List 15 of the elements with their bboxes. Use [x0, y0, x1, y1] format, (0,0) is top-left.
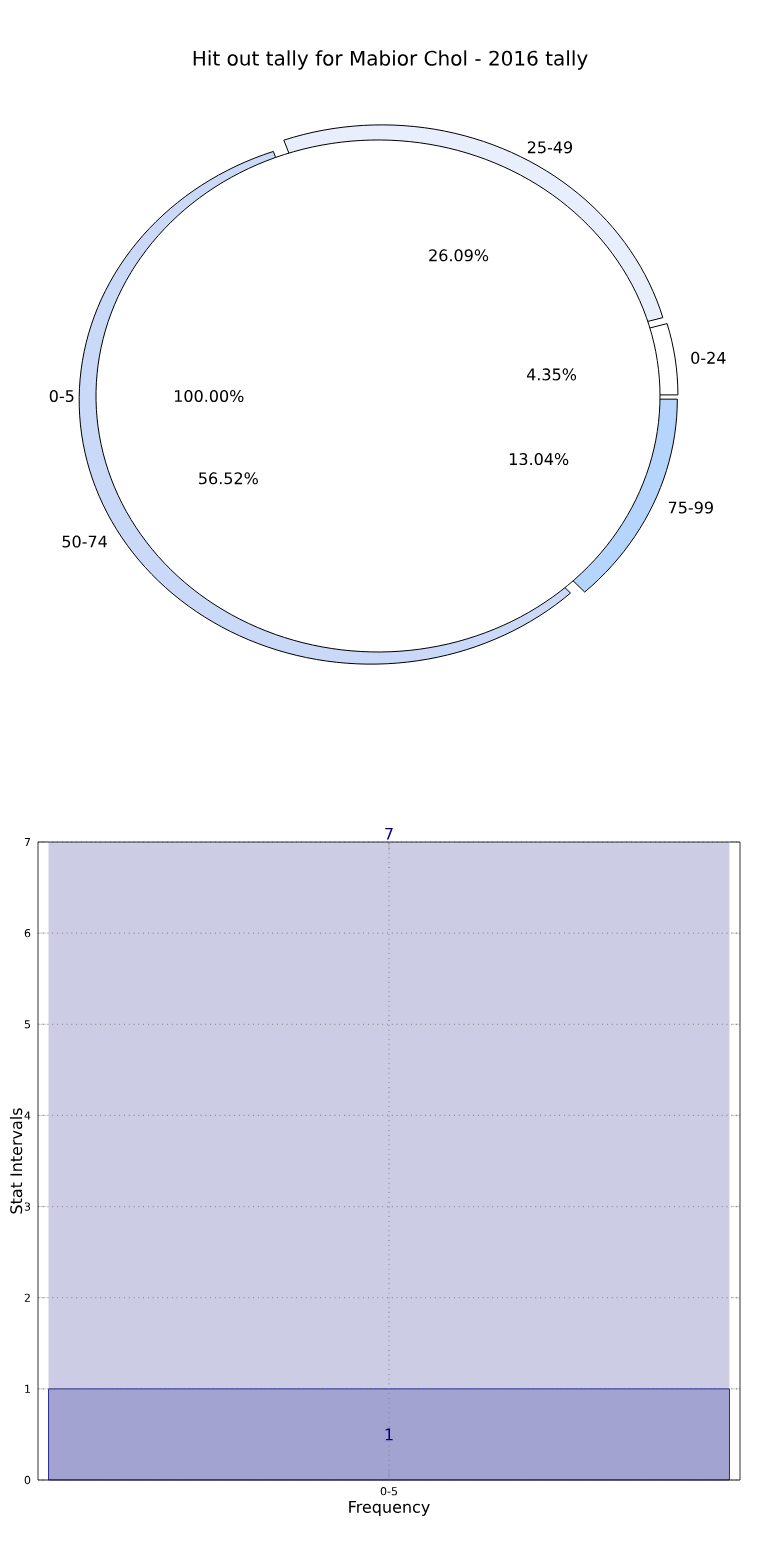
slice-label: 25-49 [527, 141, 573, 154]
data-label: 13.04% [509, 453, 569, 466]
chart-title: Hit out tally for Mabior Chol - 2016 tally [193, 50, 588, 70]
y-axis-title: Stat Intervals [9, 1108, 23, 1214]
data-label: 56.52% [199, 472, 258, 485]
slice-label: 0-5 [49, 389, 74, 403]
slice-label: 50-74 [62, 535, 107, 548]
total-label: 7 [385, 827, 393, 840]
data-label: 100.00% [174, 389, 244, 403]
x-axis-title: Frequency [349, 1501, 430, 1517]
slice-label: 0-24 [691, 351, 726, 364]
slice-label: 75-99 [668, 501, 713, 514]
data-label: 1 [385, 1428, 393, 1441]
data-label: 26.09% [429, 249, 489, 262]
data-label: 4.35% [526, 368, 577, 381]
